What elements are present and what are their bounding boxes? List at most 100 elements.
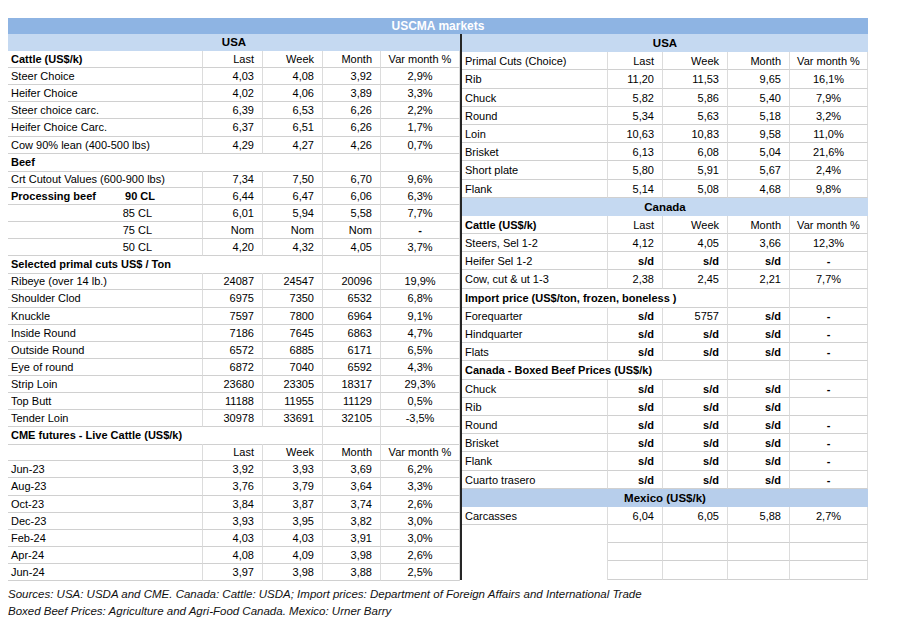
cell-value: 5757 [663, 307, 728, 325]
table-row: Hindquarters/ds/ds/d- [462, 325, 868, 343]
table-row: Brisket6,136,085,0421,6% [462, 143, 868, 161]
cell-value: 5,40 [728, 89, 790, 107]
column-header: Last [608, 216, 663, 234]
cell-value: s/d [663, 252, 728, 270]
cell-value: s/d [663, 343, 728, 361]
table-row: 50 CL4,204,324,053,7% [8, 239, 460, 256]
cell-value: 7,7% [381, 205, 460, 222]
table-row: Selected primal cuts US$ / Ton [8, 256, 460, 273]
cell-value: s/d [663, 325, 728, 343]
column-header-label: Cattle (US$/k) [8, 51, 203, 68]
cell-value: - [790, 380, 868, 398]
cell-value: 7,50 [263, 171, 323, 188]
table-row: CME futures - Live Cattle (US$/k) [8, 427, 460, 444]
cell-value: 3,0% [381, 530, 460, 547]
column-header: Var month % [790, 216, 868, 234]
cell-empty [462, 561, 608, 579]
row-label: Jun-23 [8, 461, 203, 478]
cell-value: 4,06 [263, 85, 323, 102]
cell-value: 5,94 [263, 205, 323, 222]
cell-value: 4,09 [263, 547, 323, 564]
cell-value: 5,34 [608, 107, 663, 125]
column-header: Last [203, 444, 263, 461]
cell-value: 11,53 [663, 70, 728, 88]
cell-value: 6592 [323, 359, 381, 376]
row-label: Apr-24 [8, 547, 203, 564]
report-title: USCMA markets [8, 18, 868, 34]
row-label: Heifer Sel 1-2 [462, 252, 608, 270]
sources-note: Sources: USA: USDA and CME. Canada: Catt… [8, 586, 642, 619]
cell-value: 6975 [203, 290, 263, 307]
sources-line-1: Sources: USA: USDA and CME. Canada: Catt… [8, 586, 642, 603]
cell-value: 3,93 [263, 461, 323, 478]
column-header: Var month % [790, 52, 868, 70]
cell-value: 7350 [263, 290, 323, 307]
cell-value: 3,2% [790, 107, 868, 125]
cell-value: - [790, 471, 868, 489]
cell-value: 4,12 [608, 234, 663, 252]
cell-value: 11,20 [608, 70, 663, 88]
cell-value: 9,8% [790, 180, 868, 198]
cell-value: 3,0% [381, 513, 460, 530]
row-label: Forequarter [462, 307, 608, 325]
cell-value: - [790, 325, 868, 343]
row-label: Heifer Choice Carc. [8, 119, 203, 136]
cell-empty [608, 543, 663, 561]
cell-value: 3,66 [728, 234, 790, 252]
cell-value: 7,34 [203, 171, 263, 188]
cell-value: s/d [728, 434, 790, 452]
cell-value: 3,82 [323, 513, 381, 530]
table-row: Loin10,6310,839,5811,0% [462, 125, 868, 143]
column-header-label: Primal Cuts (Choice) [462, 52, 608, 70]
table-row [462, 543, 868, 561]
row-label: Rib [462, 70, 608, 88]
section-header: Import price (US$/ton, frozen, boneless … [462, 289, 728, 308]
row-label: Chuck [462, 380, 608, 398]
cell-value: 9,1% [381, 308, 460, 325]
table-row: Steers, Sel 1-24,124,053,6612,3% [462, 234, 868, 252]
section-header: Selected primal cuts US$ / Ton [8, 256, 323, 274]
table-row: Flank5,145,084,689,8% [462, 180, 868, 198]
cell-value: s/d [663, 471, 728, 489]
table-row: 75 CLNomNomNom- [8, 222, 460, 239]
row-label: Crt Cutout Values (600-900 lbs) [8, 171, 203, 188]
cell-value: s/d [608, 380, 663, 398]
cell-value: 7597 [203, 308, 263, 325]
cell-value: s/d [728, 471, 790, 489]
cell-value: 3,92 [203, 461, 263, 478]
table-row: Crt Cutout Values (600-900 lbs)7,347,506… [8, 171, 460, 188]
row-label: Outside Round [8, 342, 203, 359]
cell-value: 2,7% [790, 507, 868, 525]
table-row: Feb-244,034,033,913,0% [8, 530, 460, 547]
row-label: Brisket [462, 434, 608, 452]
cell-value: s/d [663, 452, 728, 470]
cell-value: s/d [728, 252, 790, 270]
cell-value: 4,26 [323, 137, 381, 154]
row-label: Flank [462, 180, 608, 198]
cell-value: 24547 [263, 273, 323, 290]
cell-value: - [790, 434, 868, 452]
region-band: Canada [462, 198, 868, 216]
cell-value: Nom [263, 222, 323, 239]
cell-value: -3,5% [381, 410, 460, 427]
table-row: Short plate5,805,915,672,4% [462, 161, 868, 179]
cell-value: 6,2% [381, 461, 460, 478]
cell-value: s/d [608, 416, 663, 434]
region-band: USA [8, 34, 460, 51]
cell-value: 3,3% [381, 85, 460, 102]
cell-value: 32105 [323, 410, 381, 427]
table-row: Rounds/ds/ds/d- [462, 416, 868, 434]
cell-value: 5,82 [608, 89, 663, 107]
row-label: Hindquarter [462, 325, 608, 343]
row-label: Processing beef90 CL [8, 188, 203, 205]
cell-empty [381, 154, 460, 172]
table-row: Ribs/ds/ds/d [462, 398, 868, 416]
row-label: Round [462, 416, 608, 434]
cell-value: 2,6% [381, 547, 460, 564]
cell-value: 6,47 [263, 188, 323, 205]
cell-value: 18317 [323, 376, 381, 393]
cell-value: 6,37 [203, 119, 263, 136]
column-header: Week [663, 52, 728, 70]
cell-value: 20096 [323, 273, 381, 290]
cell-empty [381, 427, 460, 445]
